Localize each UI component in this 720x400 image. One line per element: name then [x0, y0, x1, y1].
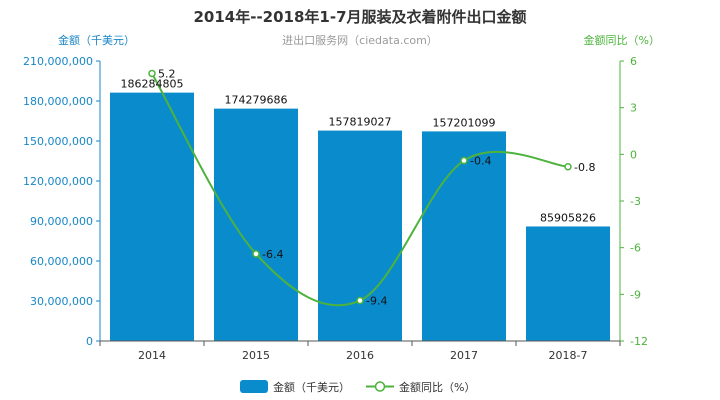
x-tick-label-2017: 2017 — [450, 349, 478, 362]
x-tick-label-2018-7: 2018-7 — [549, 349, 588, 362]
x-tick-label-2016: 2016 — [346, 349, 374, 362]
y-left-tick-label: 0 — [86, 335, 93, 348]
legend-marker-line — [374, 381, 386, 392]
line-value-label-2016: -9.4 — [366, 295, 387, 308]
y-right-tick-label: 6 — [630, 55, 637, 68]
bar-2014 — [110, 92, 194, 341]
y-axis-right-label: 金额同比（%） — [584, 33, 660, 47]
bar-2015 — [214, 108, 298, 342]
bar-2018-7 — [526, 226, 610, 341]
y-right-tick-label: 3 — [630, 102, 637, 115]
x-tick-label-2014: 2014 — [138, 349, 166, 362]
bar-value-label-2017: 157201099 — [433, 116, 496, 129]
bar-series — [110, 92, 610, 342]
y-axis-left-label: 金额（千美元） — [58, 33, 135, 47]
y-right-tick-label: -3 — [630, 195, 641, 208]
y-left-tick-label: 180,000,000 — [23, 95, 93, 108]
y-left-tick-label: 60,000,000 — [30, 255, 93, 268]
line-point-2015 — [252, 250, 260, 258]
axes — [96, 60, 624, 346]
legend-item-line[interactable]: 金额同比（%） — [399, 380, 475, 394]
legend[interactable]: 金额（千美元） 金额同比（%） — [240, 380, 475, 394]
bar-value-label-2014: 186284805 — [121, 78, 184, 91]
bar-value-label-2015: 174279686 — [225, 94, 288, 107]
bar-2016 — [318, 130, 402, 341]
y-right-tick-label: -12 — [630, 335, 648, 348]
bar-value-label-2016: 157819027 — [329, 116, 392, 129]
y-left-tick-label: 210,000,000 — [23, 55, 93, 68]
legend-swatch-bar — [240, 380, 268, 393]
line-value-label-2014: 5.2 — [158, 67, 176, 80]
y-left-tick-label: 90,000,000 — [30, 215, 93, 228]
chart-subtitle: 进出口服务网（ciedata.com） — [282, 33, 438, 47]
line-point-2014 — [148, 69, 156, 78]
legend-item-bar[interactable]: 金额（千美元） — [273, 380, 350, 394]
x-tick-label-2015: 2015 — [242, 349, 270, 362]
data-labels: 186284805 174279686 157819027 157201099 8590… — [121, 67, 597, 307]
y-left-tick-label: 120,000,000 — [23, 175, 93, 188]
chart-title: 2014年--2018年1-7月服装及衣着附件出口金额 — [193, 8, 526, 26]
line-value-label-2015: -6.4 — [262, 248, 283, 261]
y-left-tick-label: 150,000,000 — [23, 135, 93, 148]
line-series — [148, 69, 572, 307]
y-right-tick-label: -6 — [630, 242, 641, 255]
line-value-label-2017: -0.4 — [470, 155, 491, 168]
line-value-label-2018-7: -0.8 — [574, 161, 595, 174]
line-point-2016 — [356, 296, 364, 305]
bar-2017 — [422, 131, 506, 341]
y-right-tick-label: 0 — [630, 148, 637, 161]
y-right-tick-label: -9 — [630, 288, 641, 301]
y-left-tick-label: 30,000,000 — [30, 295, 93, 308]
line-point-2018-7 — [564, 163, 572, 171]
line-point-2017 — [460, 156, 468, 165]
tick-labels: 0 30,000,000 60,000,000 90,000,000 120,000,0… — [23, 55, 648, 362]
bar-value-label-2018-7: 85905826 — [540, 211, 596, 224]
